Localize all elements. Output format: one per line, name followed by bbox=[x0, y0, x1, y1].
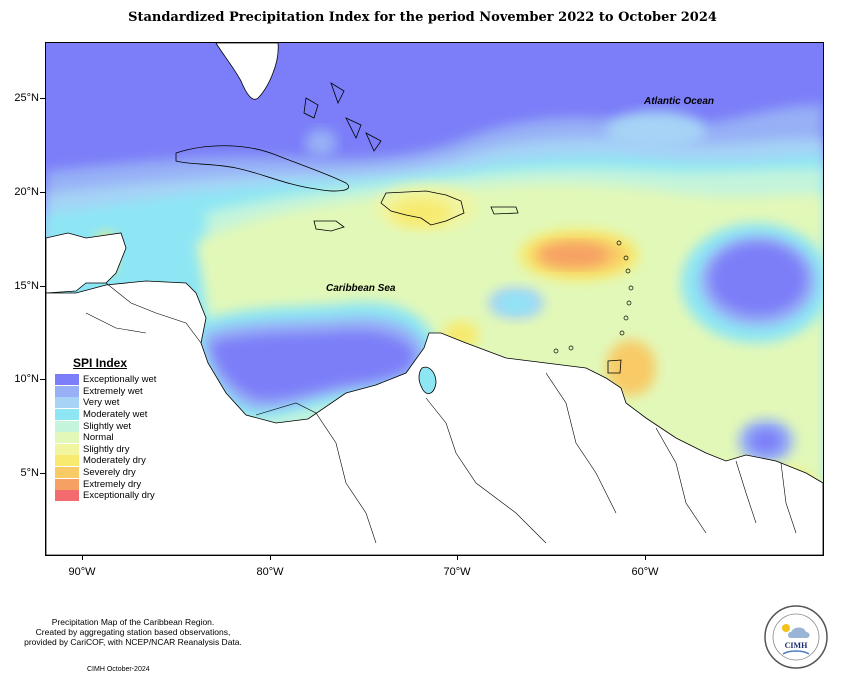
legend-swatch bbox=[55, 478, 79, 490]
legend-swatch bbox=[55, 432, 79, 444]
yucatan-land bbox=[46, 232, 127, 294]
puerto-rico-outline bbox=[490, 206, 519, 215]
legend-label: Moderately dry bbox=[83, 455, 146, 467]
lon-tick bbox=[82, 555, 83, 560]
legend-item: Moderately dry bbox=[55, 455, 167, 467]
legend-swatch bbox=[55, 490, 79, 502]
legend-swatch bbox=[55, 374, 79, 386]
cloud-icon bbox=[788, 627, 810, 638]
trinidad-outline bbox=[607, 359, 622, 374]
florida-land bbox=[215, 43, 279, 100]
legend-item: Slightly wet bbox=[55, 420, 167, 432]
legend-item: Slightly dry bbox=[55, 443, 167, 456]
lon-tick bbox=[457, 555, 458, 560]
lat-label-5: 5°N bbox=[20, 467, 39, 479]
wave-icon bbox=[782, 650, 810, 655]
cimh-logo: CIMH bbox=[764, 605, 828, 669]
footer-line-1: Precipitation Map of the Caribbean Regio… bbox=[51, 617, 215, 627]
legend-swatch bbox=[55, 397, 79, 409]
legend-item: Severely dry bbox=[55, 467, 167, 479]
legend-swatch bbox=[55, 443, 79, 455]
lat-tick bbox=[40, 286, 45, 287]
legend-item: Extremely wet bbox=[55, 385, 167, 398]
cuba-outline bbox=[175, 145, 349, 192]
lon-label-60: 60°W bbox=[631, 566, 659, 578]
lon-label-90: 90°W bbox=[68, 566, 96, 578]
hispaniola-outline bbox=[380, 190, 465, 226]
caribbean-sea-label: Caribbean Sea bbox=[326, 283, 396, 294]
lat-tick bbox=[40, 192, 45, 193]
spi-map: Atlantic Ocean Caribbean Sea bbox=[46, 43, 823, 555]
landmasses bbox=[46, 43, 823, 555]
lon-tick bbox=[645, 555, 646, 560]
logo-text: CIMH bbox=[785, 641, 808, 650]
sun-icon bbox=[782, 624, 790, 632]
country-borders bbox=[85, 282, 797, 544]
lon-tick bbox=[270, 555, 271, 560]
legend-label: Normal bbox=[83, 432, 114, 444]
legend-label: Exceptionally dry bbox=[83, 490, 155, 502]
legend-item: Normal bbox=[55, 432, 167, 444]
lat-tick bbox=[40, 473, 45, 474]
legend-label: Slightly dry bbox=[83, 443, 130, 455]
legend-swatch bbox=[55, 455, 79, 467]
legend-swatch bbox=[55, 467, 79, 479]
legend-item: Moderately wet bbox=[55, 409, 167, 421]
lat-label-15: 15°N bbox=[14, 280, 39, 292]
atlantic-ocean-label: Atlantic Ocean bbox=[643, 96, 714, 107]
legend-item: Exceptionally dry bbox=[55, 490, 167, 502]
legend-label: Moderately wet bbox=[83, 409, 148, 421]
bahamas-outline bbox=[303, 82, 382, 152]
lesser-antilles bbox=[553, 240, 634, 354]
map-title: Standardized Precipitation Index for the… bbox=[128, 10, 717, 25]
legend-label: Severely dry bbox=[83, 467, 136, 479]
map-panel: Atlantic Ocean Caribbean Sea bbox=[45, 42, 824, 556]
lat-tick bbox=[40, 98, 45, 99]
legend-label: Extremely wet bbox=[83, 385, 143, 397]
legend-label: Very wet bbox=[83, 397, 120, 409]
legend-item: Very wet bbox=[55, 397, 167, 409]
footer-date: CIMH October-2024 bbox=[87, 666, 150, 673]
footer-line-2: Created by aggregating station based obs… bbox=[35, 627, 231, 637]
jamaica-outline bbox=[313, 220, 345, 232]
lon-label-80: 80°W bbox=[256, 566, 284, 578]
south-america-land bbox=[46, 280, 823, 555]
legend-label: Extremely dry bbox=[83, 478, 142, 490]
footer-line-3: provided by CariCOF, with NCEP/NCAR Rean… bbox=[24, 637, 242, 647]
legend-swatch bbox=[55, 409, 79, 421]
lon-label-70: 70°W bbox=[443, 566, 471, 578]
legend-swatch bbox=[55, 420, 79, 432]
legend-swatch bbox=[55, 385, 79, 397]
spi-legend: SPI Index Exceptionally wet Extremely wet… bbox=[55, 356, 167, 502]
lat-label-20: 20°N bbox=[14, 186, 39, 198]
lake-maracaibo bbox=[418, 366, 437, 394]
footer-credit: Precipitation Map of the Caribbean Regio… bbox=[18, 617, 248, 647]
legend-title: SPI Index bbox=[73, 356, 128, 370]
lat-label-10: 10°N bbox=[14, 373, 39, 385]
legend-item: Extremely dry bbox=[55, 478, 167, 490]
legend-label: Exceptionally wet bbox=[83, 374, 157, 386]
legend-item: Exceptionally wet bbox=[55, 374, 167, 386]
lat-label-25: 25°N bbox=[14, 92, 39, 104]
legend-label: Slightly wet bbox=[83, 420, 132, 432]
lat-tick bbox=[40, 379, 45, 380]
